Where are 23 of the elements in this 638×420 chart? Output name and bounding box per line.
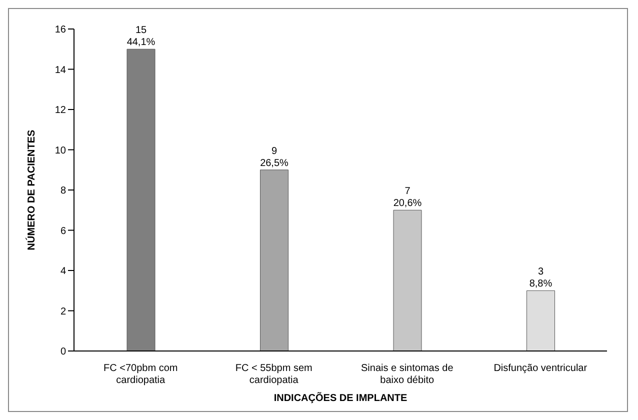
y-tick-label: 4 [60,266,66,278]
data-label: 3 8,8% [529,266,552,290]
y-tick-label: 16 [54,24,66,36]
x-tick-label: Disfunção ventricular [494,363,588,374]
bar [260,170,288,351]
data-label: 7 20,6% [393,186,422,210]
y-tick-label: 0 [60,346,66,358]
y-tick-label: 2 [60,306,66,318]
y-tick-label: 10 [54,145,66,156]
y-tick-label: 12 [54,105,66,116]
x-tick-label: FC < 55bpm sem cardiopatia [235,363,312,386]
x-axis-title: INDICAÇÕES DE IMPLANTE [274,392,408,404]
data-label: 9 26,5% [260,146,289,169]
y-axis-title: NÚMERO DE PACIENTES [26,129,38,250]
x-tick-label: FC <70pbm com cardiopatia [104,363,178,386]
bar [126,48,156,351]
data-label: 15 44,1% [126,25,156,48]
bar [393,210,422,351]
y-tick-label: 6 [60,226,66,237]
x-tick-label: Sinais e sintomas de baixo débito [360,363,454,386]
y-tick-label: 8 [60,186,66,197]
bar [526,290,555,351]
y-tick-label: 14 [54,64,66,76]
